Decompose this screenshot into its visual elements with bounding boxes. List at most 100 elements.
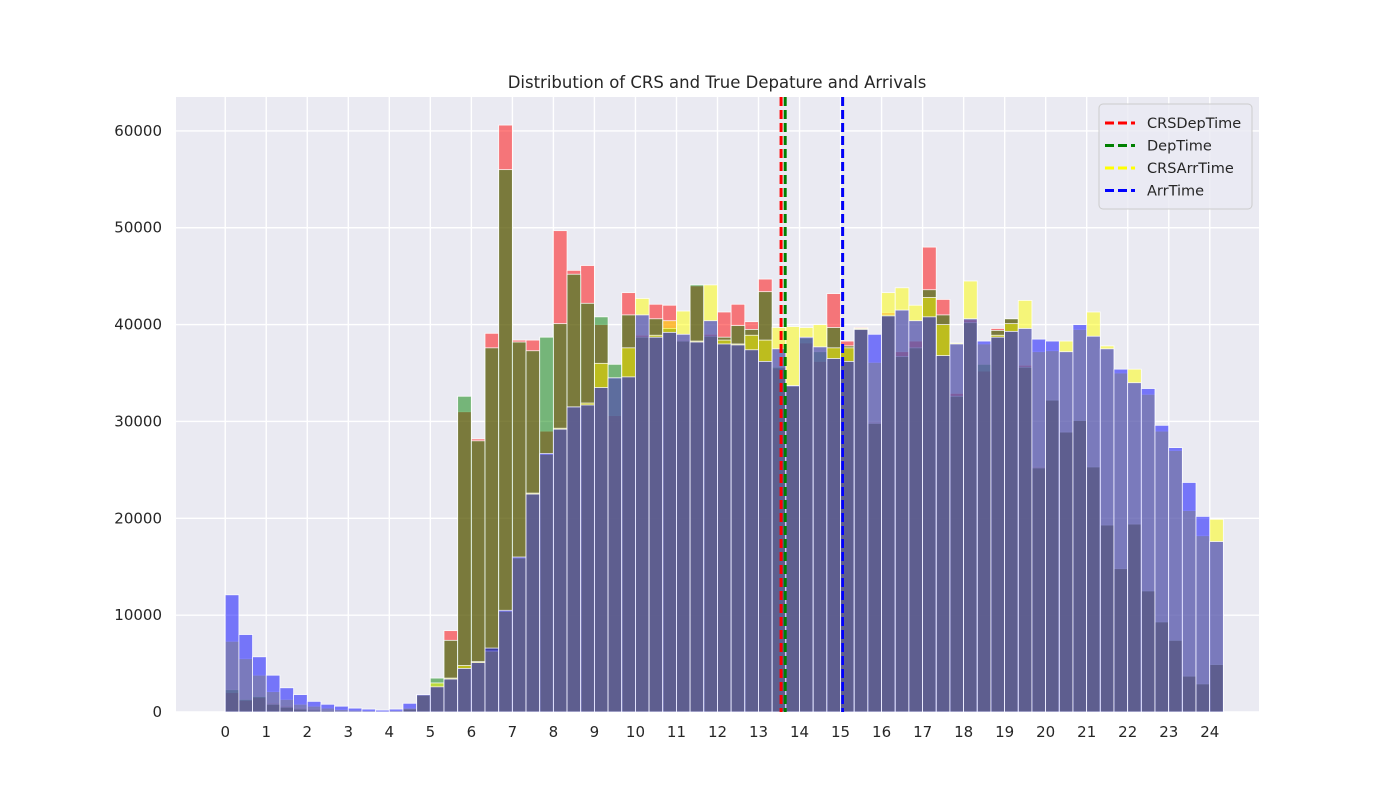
x-tick-label: 10 — [626, 723, 645, 741]
bar — [963, 318, 978, 713]
bar — [1072, 324, 1088, 713]
bar — [758, 361, 773, 713]
bar — [347, 707, 363, 713]
series-arrtime — [224, 309, 1224, 713]
x-tick-label: 11 — [667, 723, 686, 741]
x-axis-ticks: 0 1 2 3 4 5 6 7 8 9 10 11 12 13 14 15 16 17 18 19 20 21 22 23 24 — [220, 723, 1219, 741]
x-tick-label: 23 — [1159, 723, 1178, 741]
bar — [1017, 328, 1033, 713]
x-tick-label: 1 — [261, 723, 271, 741]
bar — [457, 395, 472, 713]
bar — [1086, 335, 1101, 713]
x-tick-label: 22 — [1118, 723, 1137, 741]
x-tick-label: 19 — [995, 723, 1014, 741]
bar — [484, 647, 500, 713]
y-tick-label: 0 — [152, 703, 162, 721]
mean-lines — [779, 97, 845, 712]
bar — [580, 404, 595, 713]
bar — [265, 674, 281, 713]
x-tick-label: 21 — [1077, 723, 1096, 741]
bar — [744, 349, 759, 713]
x-tick-label: 7 — [508, 723, 518, 741]
bar — [429, 686, 445, 713]
bar — [730, 344, 746, 713]
bar — [457, 668, 472, 713]
bar — [552, 428, 568, 713]
x-tick-label: 24 — [1200, 723, 1219, 741]
bar — [1031, 338, 1046, 713]
bar — [279, 687, 294, 713]
bar — [689, 341, 705, 713]
y-tick-label: 30000 — [114, 412, 162, 430]
bar — [1181, 482, 1197, 713]
x-tick-label: 16 — [872, 723, 891, 741]
x-tick-label: 12 — [708, 723, 727, 741]
legend-box — [1098, 103, 1253, 210]
bar — [621, 376, 636, 713]
bar — [1127, 382, 1142, 713]
x-tick-label: 6 — [467, 723, 477, 741]
bar — [1209, 541, 1224, 713]
bar — [334, 705, 349, 713]
x-tick-label: 13 — [749, 723, 768, 741]
bar — [703, 320, 718, 713]
bar — [293, 694, 308, 713]
bar — [306, 700, 322, 713]
bar — [662, 331, 677, 713]
y-tick-label: 60000 — [114, 122, 162, 140]
bar — [799, 336, 814, 713]
bar — [566, 406, 582, 713]
legend-label: ArrTime — [1147, 184, 1204, 200]
bar — [1045, 340, 1060, 713]
legend: CRSDepTime DepTime CRSArrTime ArrTime — [1098, 103, 1253, 210]
legend-label: DepTime — [1147, 139, 1212, 155]
x-tick-label: 17 — [913, 723, 932, 741]
bar — [867, 333, 882, 713]
bar — [375, 709, 390, 713]
bar — [320, 703, 336, 713]
bar — [812, 346, 828, 713]
bar — [470, 662, 486, 713]
x-tick-label: 0 — [220, 723, 230, 741]
x-tick-label: 5 — [426, 723, 436, 741]
bar — [593, 387, 609, 713]
x-tick-label: 15 — [831, 723, 850, 741]
x-tick-label: 14 — [790, 723, 809, 741]
x-tick-label: 20 — [1036, 723, 1055, 741]
x-tick-label: 9 — [590, 723, 600, 741]
bar — [990, 336, 1005, 713]
bar — [826, 358, 841, 713]
bar — [252, 656, 267, 713]
y-tick-label: 50000 — [114, 219, 162, 237]
bar — [511, 556, 527, 713]
bar — [525, 493, 541, 713]
y-tick-label: 10000 — [114, 606, 162, 624]
bar — [853, 329, 869, 713]
bar — [922, 316, 937, 713]
y-tick-label: 20000 — [114, 509, 162, 527]
bar — [648, 336, 664, 713]
bar — [1195, 515, 1211, 713]
chart-title: Distribution of CRS and True Depature an… — [508, 73, 927, 92]
bars-layer — [224, 124, 1224, 713]
bar — [388, 708, 404, 713]
bar — [361, 708, 377, 713]
bar — [1113, 368, 1129, 713]
x-tick-label: 2 — [302, 723, 312, 741]
bar — [224, 594, 240, 713]
bar — [881, 315, 896, 713]
y-axis-ticks: 0 10000 20000 30000 40000 50000 60000 — [114, 122, 162, 721]
bar — [949, 343, 964, 713]
x-tick-label: 4 — [385, 723, 395, 741]
y-tick-label: 40000 — [114, 316, 162, 334]
bar — [498, 609, 513, 713]
bar — [894, 309, 910, 713]
bar — [402, 702, 418, 713]
bar — [443, 678, 459, 713]
bar — [1099, 348, 1115, 713]
bar — [676, 333, 691, 713]
bar — [416, 694, 431, 713]
bar — [1168, 447, 1183, 713]
x-tick-label: 8 — [549, 723, 559, 741]
